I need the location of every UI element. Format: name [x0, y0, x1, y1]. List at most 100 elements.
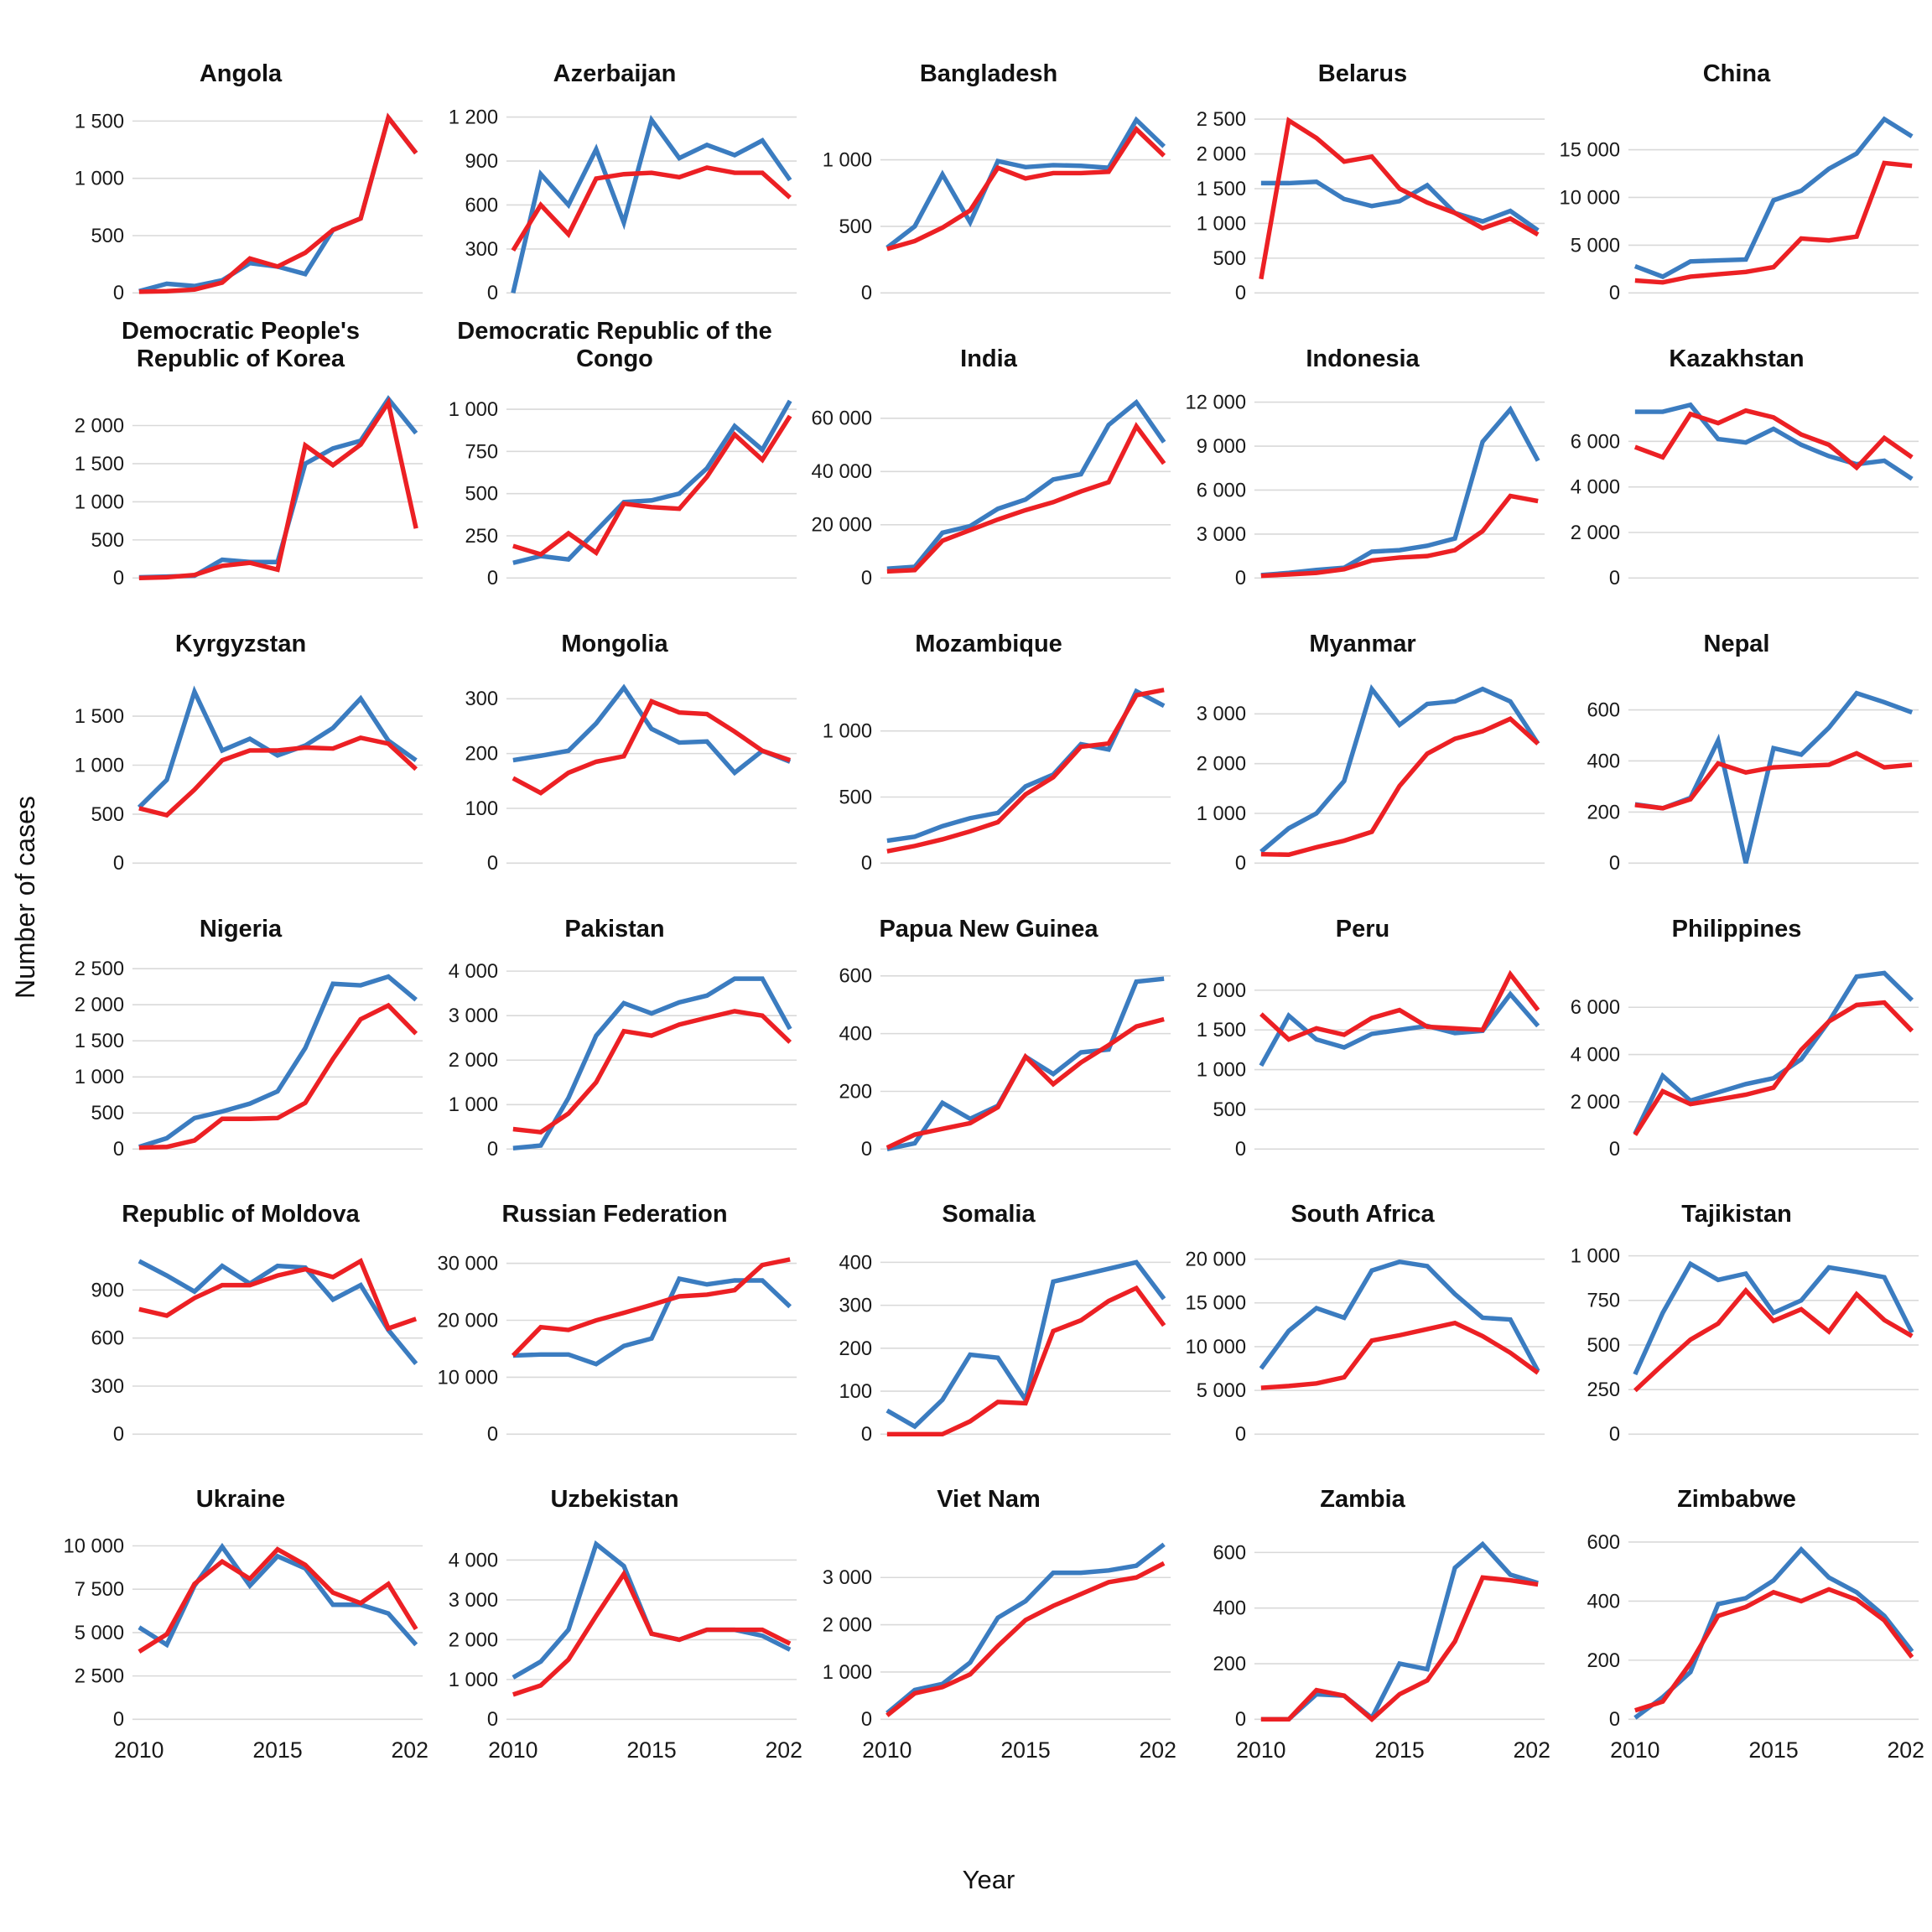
x-tick-label: 2010 [1236, 1737, 1285, 1763]
chart-title: Russian Federation [501, 1201, 728, 1228]
series-line-red [511, 165, 792, 252]
svg-text:0: 0 [113, 568, 124, 589]
svg-text:400: 400 [1213, 1597, 1246, 1619]
series-line-blue [512, 1275, 792, 1367]
series-line-blue [512, 1540, 792, 1680]
series-line-blue [512, 975, 792, 1150]
series-line-blue [1260, 405, 1540, 578]
svg-text:1 000: 1 000 [449, 1670, 498, 1691]
series-line-blue [138, 1259, 418, 1365]
line-chart: 0 5 000 10 000 15 000 [1560, 116, 1919, 304]
line-chart: 0 10 000 20 000 30 000 [438, 1253, 797, 1446]
chart-title: Zimbabwe [1677, 1486, 1796, 1514]
chart-cell: Ukraine 0 2 500 5 000 7 500 10 000 2010 2015 202… [54, 1446, 428, 1769]
svg-text:2 000: 2 000 [823, 1614, 872, 1636]
svg-text:600: 600 [91, 1327, 124, 1349]
chart-cell: Belarus 0 500 1 000 1 500 2 000 2 500 [1176, 20, 1550, 305]
chart-title: Democratic People's Republic of Korea [121, 318, 361, 372]
svg-text:250: 250 [1587, 1379, 1620, 1401]
chart-cell: Philippines 0 2 000 4 000 6 000 [1550, 876, 1924, 1161]
y-axis-label: Number of cases [10, 796, 40, 999]
series-line-blue [1633, 116, 1914, 279]
svg-text:900: 900 [91, 1280, 124, 1301]
svg-text:0: 0 [861, 1424, 872, 1446]
svg-text:0: 0 [861, 1139, 872, 1161]
svg-text:400: 400 [1587, 1591, 1620, 1613]
svg-text:6 000: 6 000 [1571, 431, 1620, 453]
chart-cell: Zambia 0 200 400 600 2010 2015 2020 [1176, 1446, 1550, 1769]
chart-cell: Peru 0 500 1 000 1 500 2 000 [1176, 876, 1550, 1161]
series-line-red [1260, 1575, 1539, 1722]
svg-text:15 000: 15 000 [1560, 139, 1621, 161]
chart-title: Azerbaijan [553, 60, 677, 87]
svg-text:0: 0 [1609, 1424, 1620, 1446]
svg-text:15 000: 15 000 [1186, 1292, 1247, 1314]
series-line-red [138, 1257, 418, 1332]
x-tick-label: 2010 [1610, 1737, 1659, 1763]
svg-text:750: 750 [465, 441, 498, 463]
chart-title: Bangladesh [919, 60, 1058, 87]
svg-text:200: 200 [1587, 802, 1620, 824]
chart-title: India [960, 345, 1017, 372]
svg-text:2 000: 2 000 [1197, 754, 1246, 776]
svg-text:2 000: 2 000 [1571, 1091, 1620, 1113]
svg-text:200: 200 [839, 1337, 872, 1359]
svg-text:500: 500 [839, 216, 872, 238]
chart-cell: Somalia 0 100 200 300 400 [802, 1161, 1176, 1446]
svg-text:1 000: 1 000 [1197, 803, 1246, 825]
chart-cell: Kazakhstan 0 2 000 4 000 6 000 [1550, 305, 1924, 590]
svg-text:500: 500 [91, 804, 124, 826]
chart-title: Philippines [1671, 916, 1802, 943]
svg-text:600: 600 [465, 195, 498, 216]
svg-text:1 500: 1 500 [1197, 1020, 1246, 1041]
svg-text:100: 100 [465, 798, 498, 820]
line-chart: 0 300 600 900 [91, 1257, 423, 1446]
line-chart: 0 200 400 600 [839, 965, 1171, 1161]
series-line-blue [1259, 1259, 1540, 1373]
chart-cell: Bangladesh 0 500 1 000 [802, 20, 1176, 305]
svg-text:500: 500 [839, 787, 872, 809]
series-line-blue [1633, 970, 1914, 1135]
chart-title: Mongolia [561, 630, 668, 657]
line-chart: 0 1 000 2 000 3 000 4 000 [449, 961, 797, 1161]
svg-text:1 500: 1 500 [75, 1031, 124, 1052]
chart-title: Somalia [942, 1201, 1036, 1228]
series-line-blue [886, 976, 1165, 1151]
svg-text:0: 0 [113, 1424, 124, 1446]
line-chart: 0 500 1 000 1 500 2 000 2 500 [1197, 109, 1545, 304]
x-tick-label: 2015 [1374, 1737, 1424, 1763]
x-tick-label: 2020 [765, 1737, 802, 1763]
svg-text:500: 500 [1213, 248, 1246, 270]
svg-text:750: 750 [1587, 1290, 1620, 1311]
line-chart: 0 200 400 600 [1587, 690, 1919, 875]
chart-cell: Nepal 0 200 400 600 [1550, 590, 1924, 875]
svg-text:1 000: 1 000 [1197, 213, 1246, 235]
chart-title: Viet Nam [937, 1486, 1041, 1514]
series-line-red [138, 1546, 418, 1654]
svg-text:300: 300 [465, 239, 498, 261]
chart-title: Democratic Republic of the Congo [457, 318, 772, 372]
series-line-red [886, 422, 1166, 574]
series-line-red [1634, 1587, 1914, 1713]
svg-text:20 000: 20 000 [812, 515, 873, 537]
svg-text:3 000: 3 000 [1197, 524, 1246, 546]
svg-text:0: 0 [487, 1139, 498, 1161]
svg-text:0: 0 [861, 283, 872, 304]
svg-text:0: 0 [1609, 1709, 1620, 1731]
chart-title: Belarus [1317, 60, 1408, 87]
svg-text:30 000: 30 000 [438, 1253, 499, 1275]
svg-text:1 000: 1 000 [449, 1094, 498, 1116]
series-line-blue [886, 1542, 1166, 1715]
svg-text:6 000: 6 000 [1571, 997, 1620, 1019]
svg-text:2 000: 2 000 [75, 995, 124, 1016]
svg-text:400: 400 [839, 1252, 872, 1274]
svg-text:9 000: 9 000 [1197, 436, 1246, 458]
svg-text:0: 0 [1235, 854, 1246, 875]
svg-text:0: 0 [487, 1709, 498, 1731]
svg-text:500: 500 [1587, 1335, 1620, 1357]
svg-text:0: 0 [487, 1424, 498, 1446]
svg-text:400: 400 [839, 1023, 872, 1045]
svg-text:0: 0 [1235, 568, 1246, 589]
svg-text:200: 200 [1587, 1650, 1620, 1672]
svg-text:5 000: 5 000 [75, 1623, 124, 1644]
